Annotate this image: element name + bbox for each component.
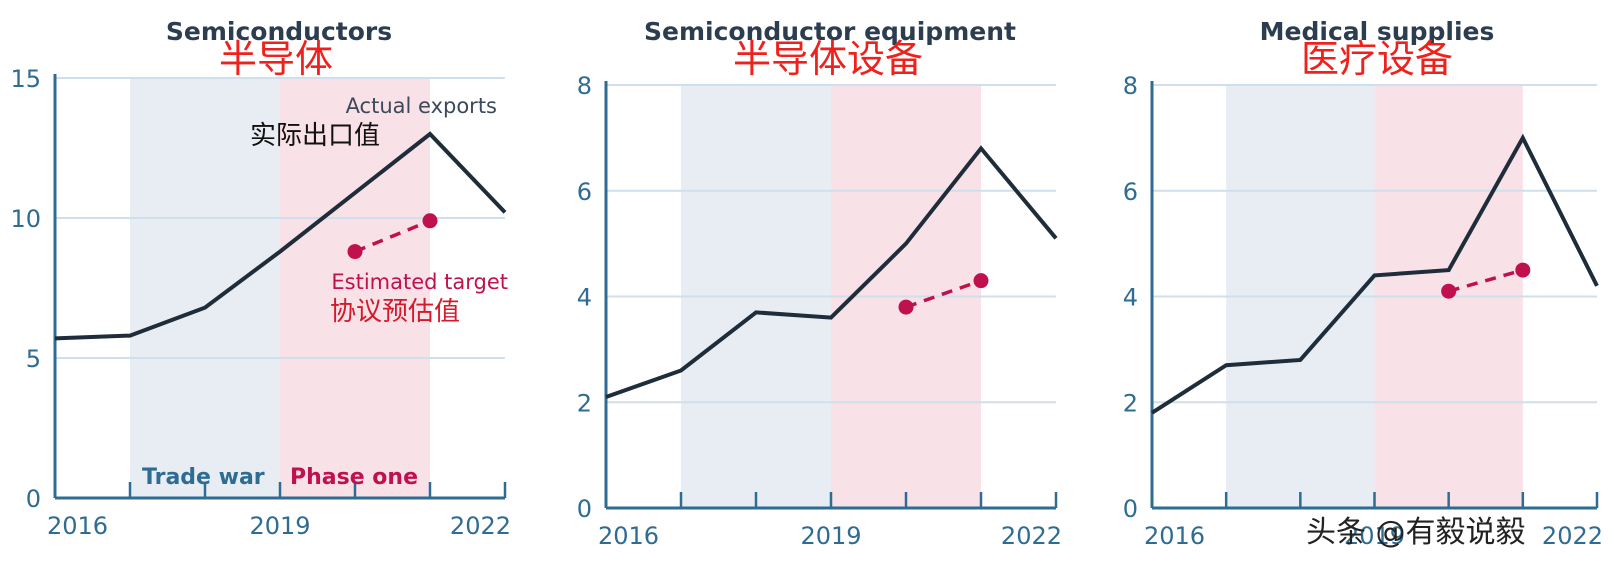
y-tick-label: 0 xyxy=(577,495,592,523)
y-tick-label: 4 xyxy=(1123,284,1138,312)
actual-exports-label: Actual exports xyxy=(346,94,497,118)
y-tick-label: 6 xyxy=(1123,178,1138,206)
estimated-target-point xyxy=(973,273,989,289)
x-tick-label: 2022 xyxy=(1001,522,1062,550)
y-tick-label: 2 xyxy=(577,389,592,417)
chart-title-cn: 半导体 xyxy=(219,37,333,81)
trade-war-band xyxy=(130,78,280,498)
chart-title: Semiconductor equipment xyxy=(644,17,1016,46)
estimated-target-line xyxy=(905,278,982,309)
actual-exports-line xyxy=(54,131,507,341)
actual-exports-label-cn: 实际出口值 xyxy=(250,121,380,151)
y-tick-label: 2 xyxy=(1123,389,1138,417)
x-tick-label: 2016 xyxy=(598,522,659,550)
actual-exports-line xyxy=(605,145,1058,399)
y-tick-label: 8 xyxy=(1123,72,1138,100)
chart-panel: 0 2 4 6 8 2016 2019 2022 Semiconductor equipment… xyxy=(577,17,1062,550)
estimated-target-line xyxy=(1448,268,1524,293)
phase-one-label: Phase one xyxy=(290,465,418,490)
chart-title-cn: 医疗设备 xyxy=(1301,37,1453,81)
phase-one-band xyxy=(280,78,430,498)
estimated-target-label-cn: 协议预估值 xyxy=(330,297,460,327)
estimated-target-point xyxy=(898,299,914,315)
estimated-target-point xyxy=(1515,262,1531,278)
y-tick-label: 8 xyxy=(577,72,592,100)
watermark-text: 头条 @有毅说毅 xyxy=(1306,515,1526,550)
x-tick-label: 2019 xyxy=(1344,522,1405,550)
chart-title-cn: 半导体设备 xyxy=(733,37,923,81)
x-tick-label: 2016 xyxy=(1144,522,1205,550)
x-tick-label: 2019 xyxy=(249,512,310,540)
estimated-target-point xyxy=(1441,283,1457,299)
estimated-target-label: Estimated target xyxy=(331,270,508,294)
chart-title: Semiconductors xyxy=(166,17,392,46)
x-tick-label: 2019 xyxy=(800,522,861,550)
estimated-target-point xyxy=(422,213,438,229)
x-tick-label: 2022 xyxy=(450,512,511,540)
x-tick-label: 2016 xyxy=(47,512,108,540)
y-tick-label: 6 xyxy=(577,178,592,206)
trade-war-label: Trade war xyxy=(142,465,265,490)
y-tick-label: 0 xyxy=(1123,495,1138,523)
y-tick-label: 5 xyxy=(26,345,41,373)
estimated-target-line xyxy=(354,219,431,254)
y-tick-label: 15 xyxy=(10,65,41,93)
chart-title: Medical supplies xyxy=(1260,17,1495,46)
actual-exports-line xyxy=(1150,133,1599,415)
estimated-target-point xyxy=(347,244,363,260)
y-tick-label: 0 xyxy=(26,485,41,513)
x-tick-label: 2022 xyxy=(1542,522,1603,550)
y-tick-label: 10 xyxy=(10,205,41,233)
y-tick-label: 4 xyxy=(577,284,592,312)
